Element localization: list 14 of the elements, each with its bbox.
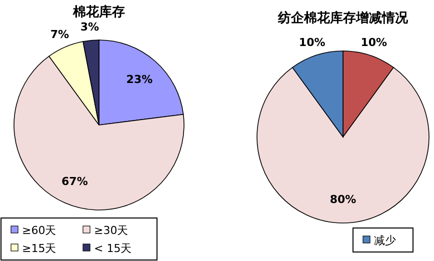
legend-label: 减少 [374, 234, 396, 247]
legend-label: ≥60天 [22, 224, 56, 237]
legend-label: ≥15天 [22, 242, 56, 255]
data-label: 10% [360, 36, 388, 49]
data-label: 80% [330, 192, 356, 206]
legend-label: ≥30天 [94, 224, 128, 237]
legend-label: < 15天 [94, 242, 132, 255]
data-label: 7% [50, 28, 70, 42]
data-label: 3% [80, 20, 100, 34]
data-label: 10% [298, 36, 326, 49]
data-label: 67% [62, 175, 88, 188]
data-label: 23% [126, 73, 153, 86]
chart-title: 棉花库存 [72, 4, 125, 20]
chart-title: 纺企棉花库存增减情况 [277, 10, 409, 26]
